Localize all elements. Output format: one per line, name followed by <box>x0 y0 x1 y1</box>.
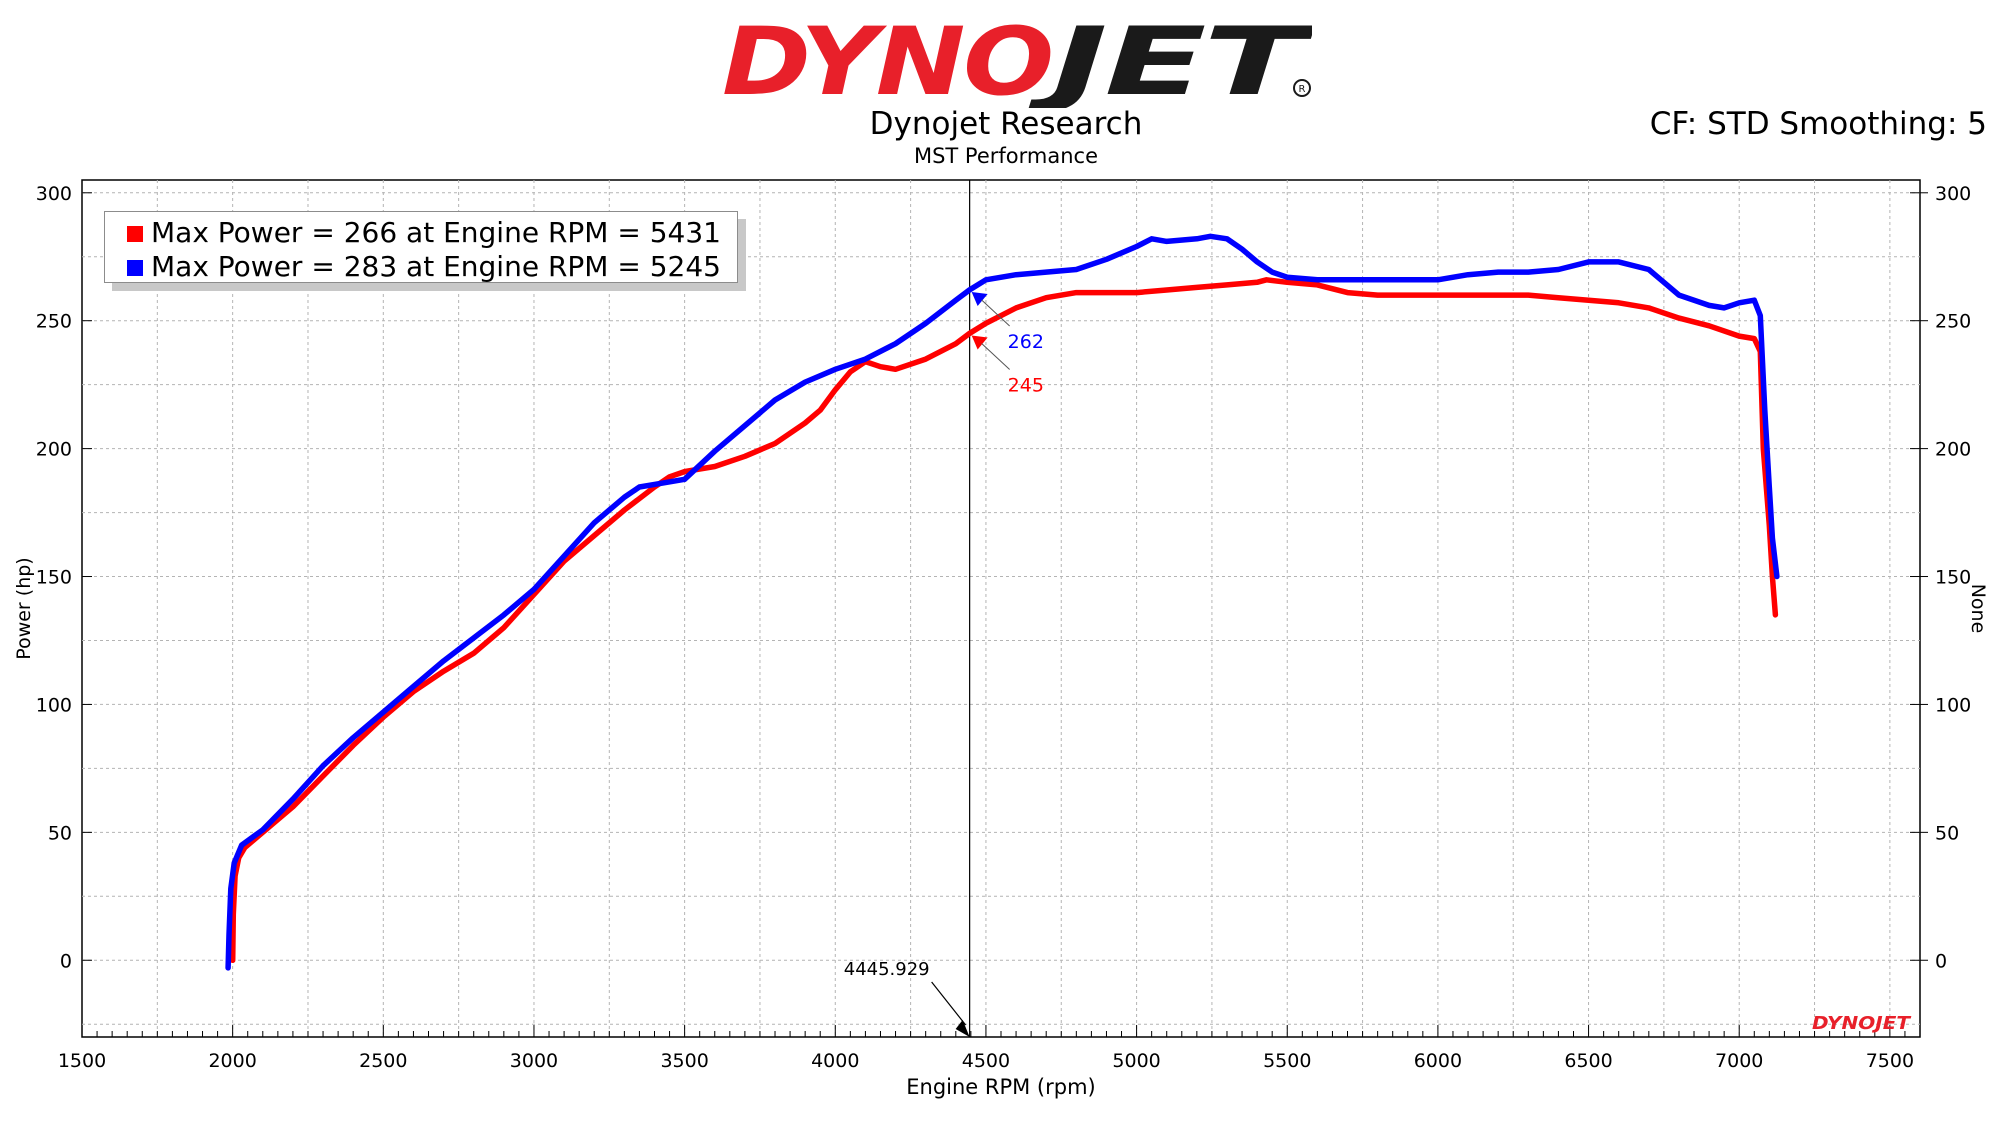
x-tick-label: 5500 <box>1263 1050 1311 1072</box>
cursor-marker-leader <box>981 343 1010 370</box>
y-axis-title: Power (hp) <box>13 557 35 659</box>
chart-legend: Max Power = 266 at Engine RPM = 5431 Max… <box>104 211 738 283</box>
y2-axis-title: None <box>1967 584 1989 634</box>
cursor-arrow <box>955 1020 970 1037</box>
y-tick-label-right: 150 <box>1935 567 1971 589</box>
x-tick-label: 3000 <box>510 1050 558 1072</box>
cursor-marker-leader <box>981 299 1010 327</box>
dynojet-watermark: DYNOJET <box>1812 1013 1912 1034</box>
x-tick-label: 7000 <box>1715 1050 1763 1072</box>
x-tick-label: 7500 <box>1866 1050 1914 1072</box>
y-tick-label-left: 0 <box>60 950 72 972</box>
x-tick-label: 1500 <box>58 1050 106 1072</box>
y-tick-label-left: 250 <box>36 311 72 333</box>
y-tick-label-left: 200 <box>36 439 72 461</box>
x-axis-title: Engine RPM (rpm) <box>906 1075 1096 1099</box>
cursor-series-value: 262 <box>1008 331 1044 353</box>
chart-subtitle: MST Performance <box>913 144 1099 168</box>
series-line-red <box>229 277 1779 964</box>
plot-area <box>81 179 1921 1038</box>
y-tick-label-left: 50 <box>48 822 72 844</box>
x-tick-label: 4500 <box>962 1050 1010 1072</box>
series-line-blue <box>225 233 1780 971</box>
cursor-marker <box>971 292 988 307</box>
y-tick-label-right: 50 <box>1935 822 1959 844</box>
legend-entry: Max Power = 283 at Engine RPM = 5245 <box>127 250 721 283</box>
svg-text:DYNO: DYNO <box>722 8 1052 108</box>
dynojet-logo: DYNO JET R <box>722 8 1312 108</box>
svg-text:R: R <box>1299 84 1306 95</box>
y-tick-label-right: 0 <box>1935 950 1947 972</box>
x-tick-label: 6000 <box>1414 1050 1462 1072</box>
y-tick-label-right: 300 <box>1935 183 1971 205</box>
x-tick-label: 2000 <box>208 1050 256 1072</box>
x-tick-label: 5000 <box>1112 1050 1160 1072</box>
legend-swatch-blue <box>127 260 143 276</box>
correction-factor-text: CF: STD Smoothing: 5 <box>1649 106 1987 142</box>
legend-label: Max Power = 283 at Engine RPM = 5245 <box>151 250 721 283</box>
y-tick-label-right: 200 <box>1935 439 1971 461</box>
legend-entry: Max Power = 266 at Engine RPM = 5431 <box>127 216 721 249</box>
cursor-pointer-line <box>931 981 967 1026</box>
chart-title: Dynojet Research <box>869 106 1143 142</box>
y-tick-label-left: 300 <box>36 183 72 205</box>
x-tick-label: 4000 <box>811 1050 859 1072</box>
cursor-value-label: 4445.929 <box>844 959 930 980</box>
y-tick-label-left: 100 <box>36 694 72 716</box>
x-tick-label: 6500 <box>1564 1050 1612 1072</box>
x-tick-label: 3500 <box>660 1050 708 1072</box>
cursor-series-value: 245 <box>1008 374 1044 396</box>
y-tick-label-left: 150 <box>36 567 72 589</box>
legend-swatch-red <box>127 226 143 242</box>
svg-text:JET: JET <box>1027 8 1312 108</box>
cursor-marker <box>971 335 988 350</box>
y-tick-label-right: 100 <box>1935 694 1971 716</box>
legend-label: Max Power = 266 at Engine RPM = 5431 <box>151 216 721 249</box>
x-tick-label: 2500 <box>359 1050 407 1072</box>
y-tick-label-right: 250 <box>1935 311 1971 333</box>
